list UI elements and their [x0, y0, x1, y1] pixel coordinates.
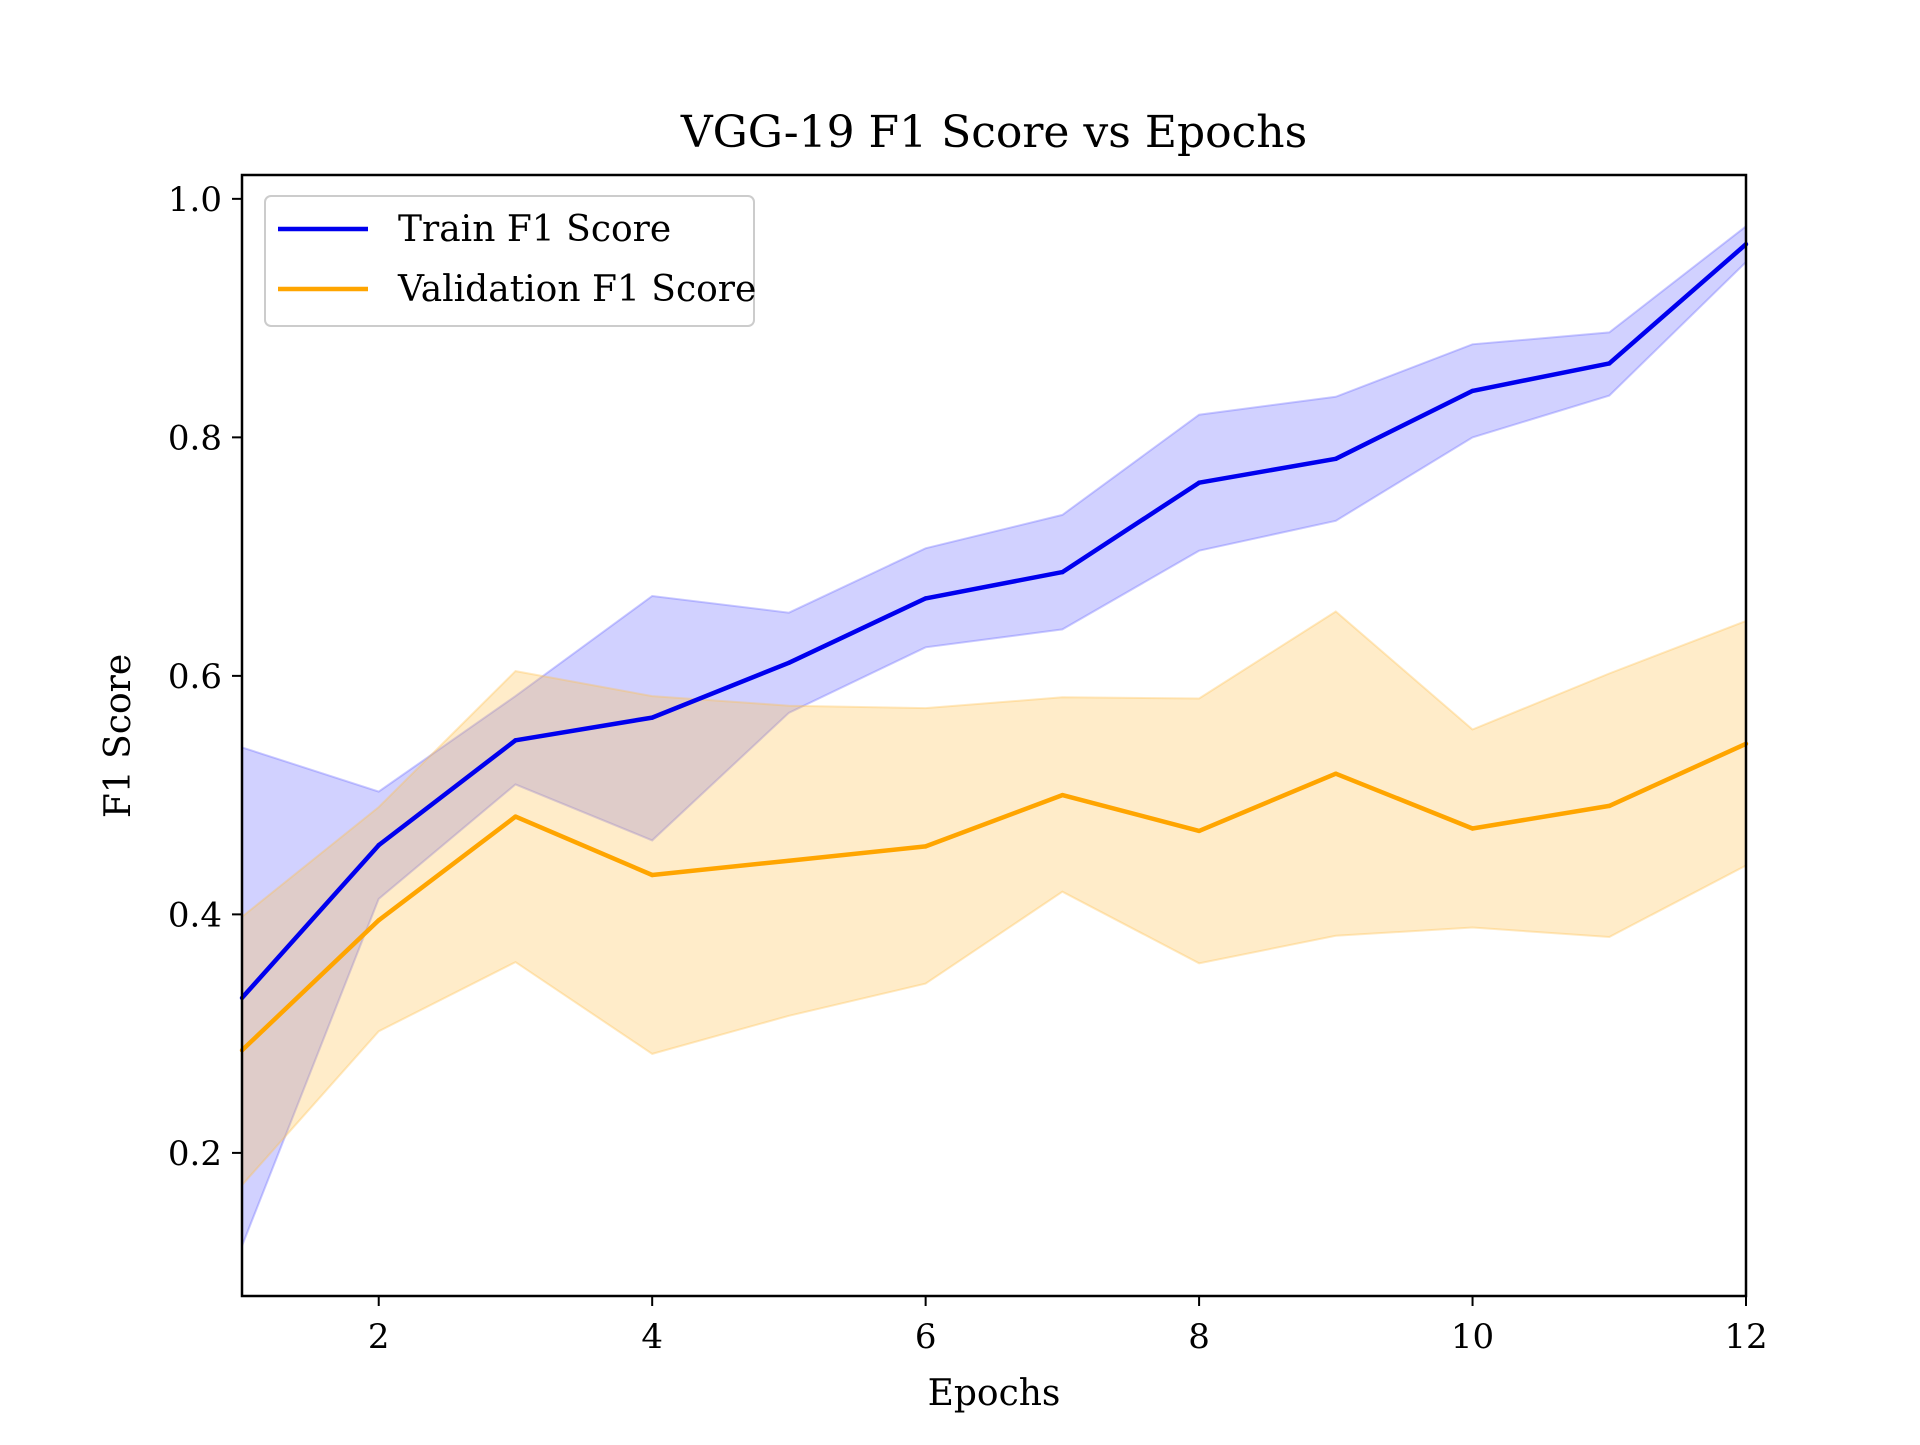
- y-tick-label: 0.8: [168, 418, 222, 458]
- point-series-0-6: [1060, 569, 1065, 575]
- axes: 2 4 6 8 10 12 0.2 0.4 0.6 0.8 1.0: [168, 173, 1768, 1357]
- x-tick-label: 10: [1451, 1317, 1494, 1357]
- point-series-0-5: [923, 596, 928, 601]
- x-tick-label: 12: [1724, 1317, 1767, 1357]
- legend: Train F1 Score Validation F1 Score: [264, 195, 756, 327]
- point-series-1-9: [1470, 826, 1475, 831]
- point-series-0-2: [513, 738, 518, 743]
- point-series-1-10: [1607, 803, 1612, 809]
- y-tick-label: 0.6: [168, 657, 222, 697]
- line-series-1: [240, 741, 1747, 1052]
- point-series-0-8: [1333, 456, 1339, 461]
- line-series-0: [240, 242, 1748, 1000]
- y-axis-label: F1 Score: [98, 654, 139, 818]
- point-series-1-1: [376, 918, 381, 923]
- x-tick-label: 8: [1188, 1317, 1210, 1357]
- point-series-0-3: [650, 715, 655, 720]
- point-series-0-1: [376, 843, 381, 848]
- plot-frame: [240, 173, 1748, 1298]
- band-series-1: [241, 610, 1747, 1188]
- x-tick-label: 2: [368, 1317, 390, 1357]
- legend-label-1: Validation F1 Score: [397, 269, 756, 310]
- y-tick-label: 1.0: [168, 180, 222, 220]
- y-tick-label: 0.2: [168, 1134, 222, 1174]
- x-tick-label: 6: [915, 1317, 937, 1357]
- point-series-1-8: [1333, 771, 1339, 776]
- point-series-1-4: [786, 858, 792, 863]
- point-series-1-2: [513, 814, 518, 819]
- point-series-1-6: [1060, 792, 1065, 798]
- series-lines: [240, 242, 1748, 1052]
- point-series-1-5: [923, 844, 928, 849]
- legend-box: [264, 195, 755, 327]
- point-series-0-9: [1470, 388, 1475, 394]
- point-series-0-10: [1607, 361, 1612, 366]
- y-tick-label: 0.4: [168, 895, 222, 935]
- legend-label-0: Train F1 Score: [398, 209, 671, 250]
- x-axis-label: Epochs: [928, 1373, 1061, 1414]
- point-series-0-4: [786, 660, 792, 665]
- x-tick-label: 4: [641, 1317, 663, 1357]
- point-series-0-7: [1196, 480, 1202, 485]
- chart-title: VGG-19 F1 Score vs Epochs: [680, 107, 1307, 158]
- point-series-1-3: [650, 872, 655, 878]
- point-series-1-7: [1196, 828, 1202, 834]
